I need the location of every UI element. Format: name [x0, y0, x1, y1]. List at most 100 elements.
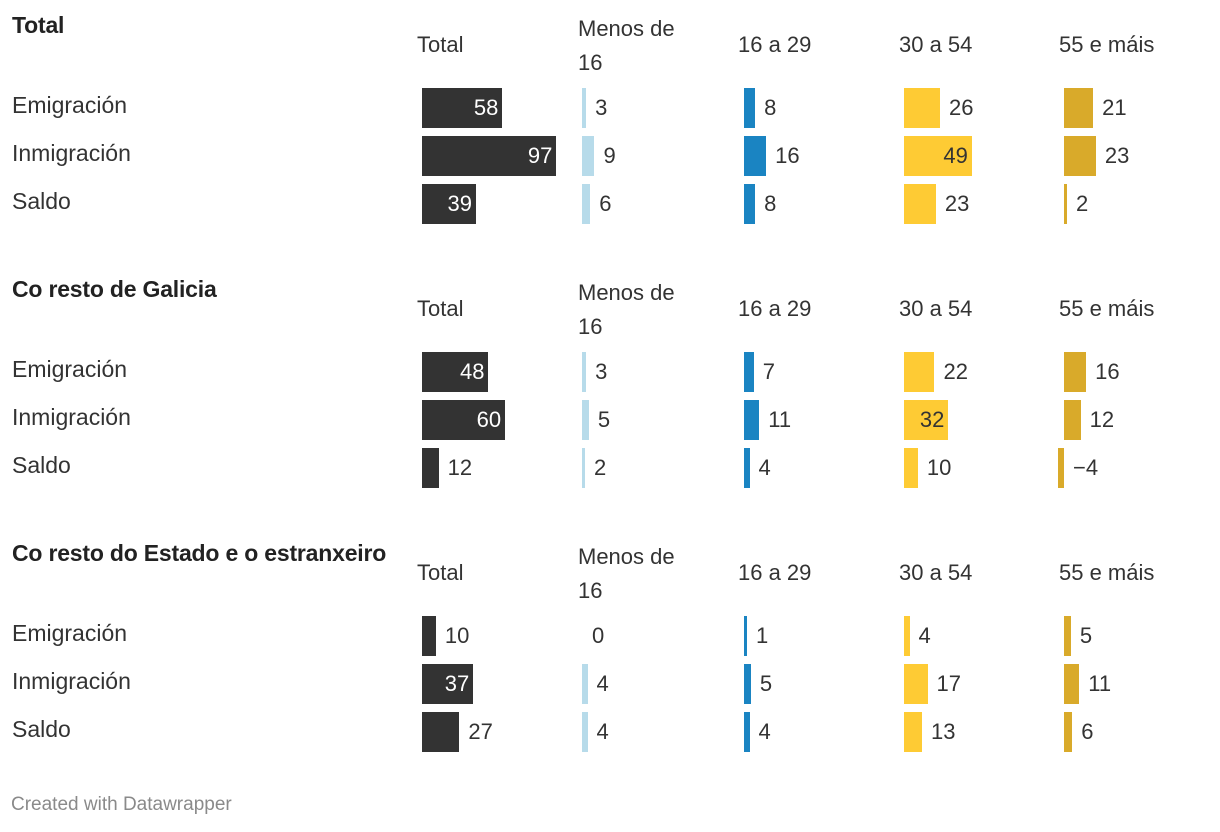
value-label: 23: [1104, 143, 1130, 168]
bar: [744, 352, 754, 392]
bar: [422, 136, 557, 176]
value-label: 97: [527, 143, 553, 168]
column-header: 55 e máis: [1059, 296, 1155, 321]
value-label: −4: [1073, 455, 1099, 480]
bar: [1064, 616, 1071, 656]
bar: [744, 88, 756, 128]
section-title: Total: [12, 12, 65, 38]
value-label: 13: [931, 719, 956, 744]
value-label: 9: [603, 143, 616, 168]
value-label: 10: [926, 455, 952, 480]
value-label: 58: [473, 95, 499, 120]
column-header: Total: [417, 560, 464, 585]
bar: [1064, 352, 1087, 392]
column-header: 16 a 29: [738, 560, 812, 585]
bar: [1064, 136, 1096, 176]
bar: [1064, 88, 1094, 128]
section-title: Co resto de Galicia: [12, 276, 217, 302]
row-label: Saldo: [12, 188, 71, 214]
bar: [582, 400, 589, 440]
row-label: Inmigración: [12, 140, 131, 166]
row-label: Saldo: [12, 716, 71, 742]
value-label: 23: [944, 191, 970, 216]
value-label: 26: [949, 95, 974, 120]
value-label: 12: [1089, 407, 1115, 432]
bar: [422, 712, 460, 752]
value-label: 3: [595, 95, 608, 120]
bar: [744, 136, 767, 176]
row-label: Emigración: [12, 92, 128, 118]
bar: [904, 664, 928, 704]
section-title: Co resto do Estado e o estranxeiro: [12, 540, 387, 566]
value-label: 8: [764, 95, 777, 120]
bar: [904, 400, 949, 440]
value-label: 39: [447, 191, 472, 216]
value-label: 21: [1102, 95, 1127, 120]
bar: [744, 712, 750, 752]
bar: [744, 400, 760, 440]
value-label: 4: [596, 671, 609, 696]
value-label: 6: [599, 191, 612, 216]
value-label: 4: [758, 719, 771, 744]
value-label: 3: [595, 359, 608, 384]
table-section: Total Total Menos de 16 16 a 29 30 a 54 55 e …: [0, 0, 1220, 230]
value-label: 0: [592, 623, 605, 648]
bar: [1064, 712, 1073, 752]
value-label: 4: [596, 719, 609, 744]
bar: [1064, 664, 1080, 704]
value-label: 60: [476, 407, 502, 432]
bar: [582, 352, 587, 392]
value-label: 1: [756, 623, 769, 648]
bar: [422, 448, 439, 488]
bar: [904, 448, 918, 488]
bar: [582, 664, 588, 704]
row-label: Inmigración: [12, 668, 131, 694]
bar: [904, 616, 910, 656]
value-label: 2: [594, 455, 607, 480]
row-label: Emigración: [12, 356, 128, 382]
bar: [744, 616, 747, 656]
value-label: 49: [943, 143, 968, 168]
bar: [422, 664, 474, 704]
bar: [904, 184, 936, 224]
column-header: Menos de 16: [578, 280, 675, 339]
value-label: 12: [447, 455, 473, 480]
bar: [582, 136, 595, 176]
table-section: Co resto do Estado e o estranxeiro Total M…: [0, 528, 1220, 758]
bar: [582, 184, 591, 224]
value-label: 6: [1081, 719, 1094, 744]
value-label: 27: [468, 719, 493, 744]
column-header: 30 a 54: [899, 560, 973, 585]
bar: [904, 712, 922, 752]
column-header: Menos de 16: [578, 544, 675, 603]
bar: [422, 352, 489, 392]
bar: [1064, 184, 1067, 224]
bar: [422, 400, 506, 440]
column-header: 30 a 54: [899, 32, 973, 57]
bar: [904, 136, 972, 176]
value-label: 32: [919, 407, 945, 432]
value-label: 16: [1095, 359, 1120, 384]
value-label: 11: [768, 407, 792, 432]
column-header: Menos de 16: [578, 16, 675, 75]
bar: [1058, 448, 1064, 488]
value-label: 4: [758, 455, 771, 480]
column-header: 30 a 54: [899, 296, 973, 321]
value-label: 4: [918, 623, 931, 648]
value-label: 7: [762, 359, 775, 384]
value-label: 2: [1076, 191, 1089, 216]
value-label: 11: [1088, 671, 1112, 696]
value-label: 5: [759, 671, 773, 696]
value-label: 10: [444, 623, 470, 648]
row-label: Emigración: [12, 620, 128, 646]
value-label: 17: [936, 671, 962, 696]
bar: [582, 448, 585, 488]
bar: [582, 712, 588, 752]
value-label: 5: [1079, 623, 1093, 648]
footer-credit: Created with Datawrapper: [11, 794, 232, 815]
row-label: Inmigración: [12, 404, 131, 430]
table-section: Co resto de Galicia Total Menos de 16 16 a …: [0, 264, 1220, 494]
row-label: Saldo: [12, 452, 71, 478]
column-header: 16 a 29: [738, 296, 812, 321]
value-label: 16: [775, 143, 800, 168]
